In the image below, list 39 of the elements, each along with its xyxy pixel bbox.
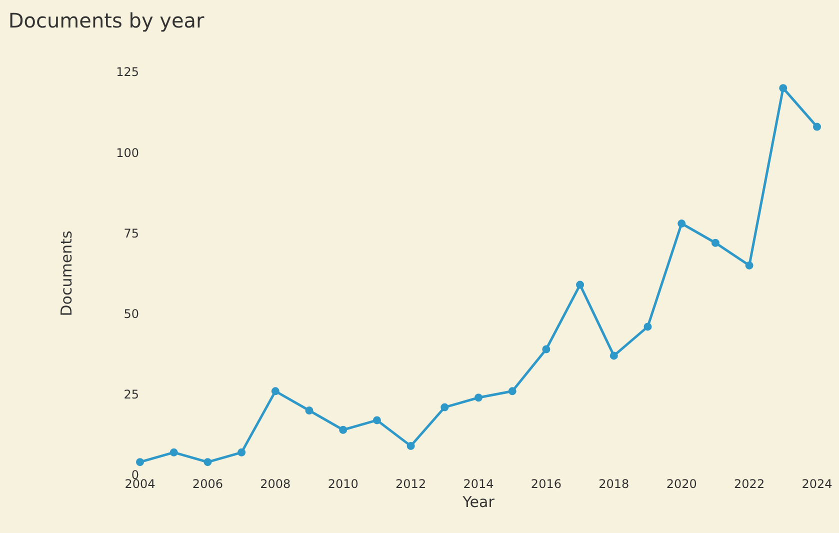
point bbox=[779, 84, 788, 92]
x-tick-label: 2022 bbox=[734, 477, 765, 491]
point bbox=[136, 458, 144, 466]
x-tick-label: 2014 bbox=[463, 477, 494, 491]
y-tick-label: 50 bbox=[124, 307, 139, 321]
point bbox=[711, 238, 720, 247]
x-tick-label: 2010 bbox=[328, 477, 358, 491]
y-tick-label: 100 bbox=[116, 146, 139, 160]
point bbox=[170, 448, 178, 456]
point bbox=[745, 261, 754, 270]
point bbox=[644, 322, 652, 331]
point bbox=[813, 122, 821, 131]
point bbox=[474, 394, 482, 402]
x-tick-label: 2018 bbox=[598, 477, 630, 491]
point bbox=[406, 442, 415, 450]
point bbox=[271, 387, 280, 396]
y-tick-label: 25 bbox=[124, 388, 139, 402]
point bbox=[372, 416, 381, 424]
y-tick-label: 125 bbox=[116, 65, 139, 80]
point bbox=[440, 403, 449, 412]
point bbox=[678, 220, 686, 228]
x-tick-label: 2016 bbox=[530, 477, 562, 491]
point bbox=[508, 387, 516, 396]
point bbox=[238, 448, 246, 456]
y-axis-title: Documents bbox=[57, 230, 76, 316]
point bbox=[305, 406, 314, 415]
point bbox=[610, 352, 618, 360]
point bbox=[542, 345, 550, 354]
point bbox=[339, 426, 348, 434]
x-tick-label: 2008 bbox=[260, 477, 291, 491]
point bbox=[576, 280, 584, 289]
x-axis-title: Year bbox=[462, 493, 496, 511]
x-tick-label: 2024 bbox=[802, 477, 832, 491]
x-tick-label: 2006 bbox=[192, 477, 223, 491]
chart-title: Documents by year bbox=[8, 8, 206, 32]
point bbox=[204, 458, 212, 466]
x-tick-label: 2020 bbox=[666, 477, 697, 491]
x-tick-label: 2012 bbox=[396, 477, 426, 491]
y-tick-label: 75 bbox=[124, 226, 139, 240]
